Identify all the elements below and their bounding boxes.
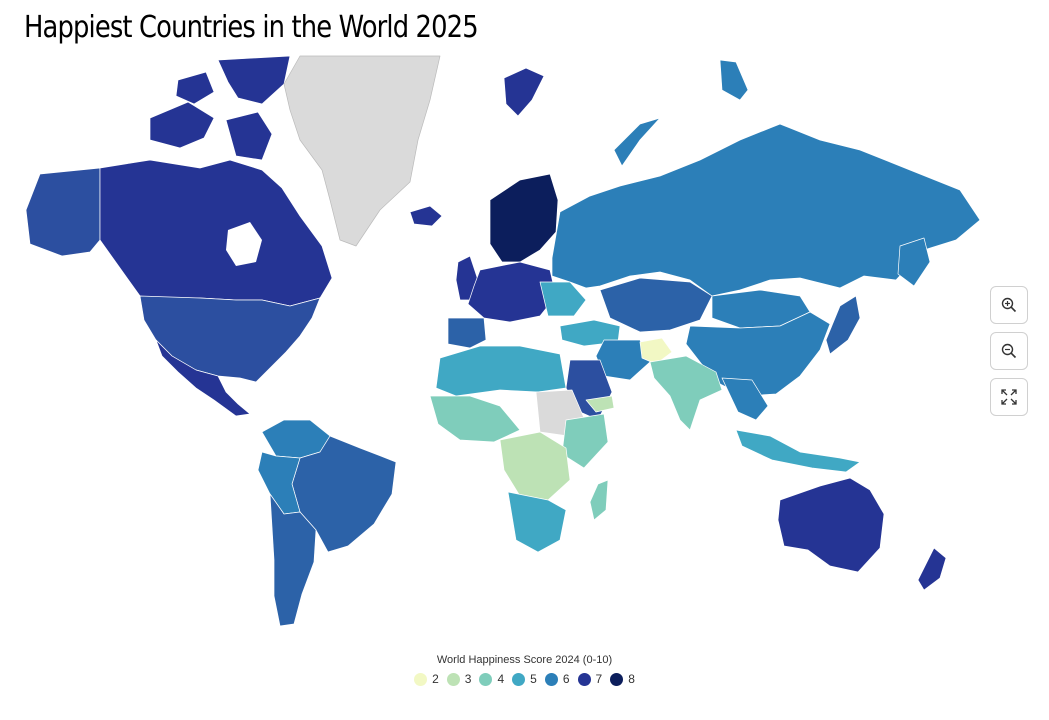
- region-east-africa[interactable]: [561, 413, 609, 469]
- region-kazakhstan[interactable]: [599, 277, 713, 333]
- zoom-out-button[interactable]: [990, 332, 1028, 370]
- legend-item-7[interactable]: 7: [577, 672, 603, 686]
- legend-label: 6: [562, 672, 570, 686]
- region-yemen[interactable]: [585, 395, 615, 413]
- legend-swatch: [479, 672, 493, 686]
- region-japan[interactable]: [825, 295, 861, 355]
- reset-view-button[interactable]: [990, 378, 1028, 416]
- region-novaya-zemlya[interactable]: [613, 117, 661, 167]
- region-greenland[interactable]: [283, 55, 441, 247]
- legend-item-8[interactable]: 8: [610, 672, 635, 686]
- region-scandinavia[interactable]: [489, 173, 559, 263]
- region-china[interactable]: [685, 311, 831, 397]
- region-southern-africa[interactable]: [507, 491, 567, 553]
- region-madagascar[interactable]: [589, 479, 609, 521]
- fullscreen-icon: [1001, 389, 1017, 405]
- legend-item-3[interactable]: 3: [446, 672, 472, 686]
- region-india[interactable]: [649, 355, 723, 431]
- legend-label: 2: [432, 672, 439, 686]
- zoom-controls: [990, 286, 1028, 416]
- region-kamchatka[interactable]: [897, 237, 931, 287]
- region-iceland[interactable]: [409, 205, 443, 227]
- region-iran[interactable]: [595, 339, 651, 381]
- map-title: Happiest Countries in the World 2025: [24, 10, 479, 45]
- legend: World Happiness Score 2024 (0-10) 2 3 4 5 6 7…: [0, 654, 1049, 686]
- region-canada-arctic[interactable]: [217, 55, 291, 105]
- legend-item-5[interactable]: 5: [512, 672, 537, 686]
- legend-swatch: [446, 672, 460, 686]
- region-eastern-europe[interactable]: [539, 281, 587, 317]
- region-central-africa[interactable]: [499, 431, 571, 501]
- legend-label: 3: [464, 672, 472, 686]
- region-iberia[interactable]: [447, 317, 487, 349]
- zoom-in-icon: [1001, 297, 1017, 313]
- region-canada[interactable]: [99, 159, 333, 307]
- region-usa[interactable]: [139, 295, 321, 383]
- legend-title: World Happiness Score 2024 (0-10): [436, 654, 613, 666]
- region-svalbard[interactable]: [503, 67, 545, 117]
- legend-item-4[interactable]: 4: [479, 672, 504, 686]
- region-afghanistan[interactable]: [639, 337, 673, 365]
- legend-item-2[interactable]: 2: [414, 672, 439, 686]
- legend-item-6[interactable]: 6: [544, 672, 570, 686]
- region-north-africa[interactable]: [435, 345, 567, 397]
- zoom-in-button[interactable]: [990, 286, 1028, 324]
- legend-swatch: [544, 672, 558, 686]
- legend-label: 8: [628, 672, 635, 686]
- region-western-europe[interactable]: [467, 261, 557, 323]
- region-argentina-chile[interactable]: [269, 493, 317, 627]
- region-mexico[interactable]: [155, 339, 251, 417]
- region-australia[interactable]: [777, 477, 885, 573]
- region-canada-islands-3[interactable]: [175, 71, 215, 105]
- region-canada-islands-2[interactable]: [225, 111, 273, 161]
- legend-label: 4: [497, 672, 505, 686]
- region-alaska[interactable]: [25, 167, 101, 257]
- legend-swatch: [610, 672, 624, 686]
- legend-swatch: [414, 672, 428, 686]
- region-west-africa[interactable]: [429, 395, 521, 443]
- hudson-bay: [226, 222, 262, 266]
- legend-swatch: [577, 672, 591, 686]
- region-southeast-asia[interactable]: [721, 377, 769, 421]
- region-new-zealand[interactable]: [917, 547, 947, 591]
- region-indonesia[interactable]: [735, 429, 861, 473]
- region-canada-islands[interactable]: [149, 101, 215, 149]
- legend-label: 7: [595, 672, 603, 686]
- region-franz-josef[interactable]: [719, 59, 749, 101]
- legend-items: 2 3 4 5 6 7 8: [0, 672, 1049, 686]
- zoom-out-icon: [1001, 343, 1017, 359]
- legend-swatch: [512, 672, 526, 686]
- legend-label: 5: [530, 672, 537, 686]
- world-map[interactable]: [0, 50, 1049, 640]
